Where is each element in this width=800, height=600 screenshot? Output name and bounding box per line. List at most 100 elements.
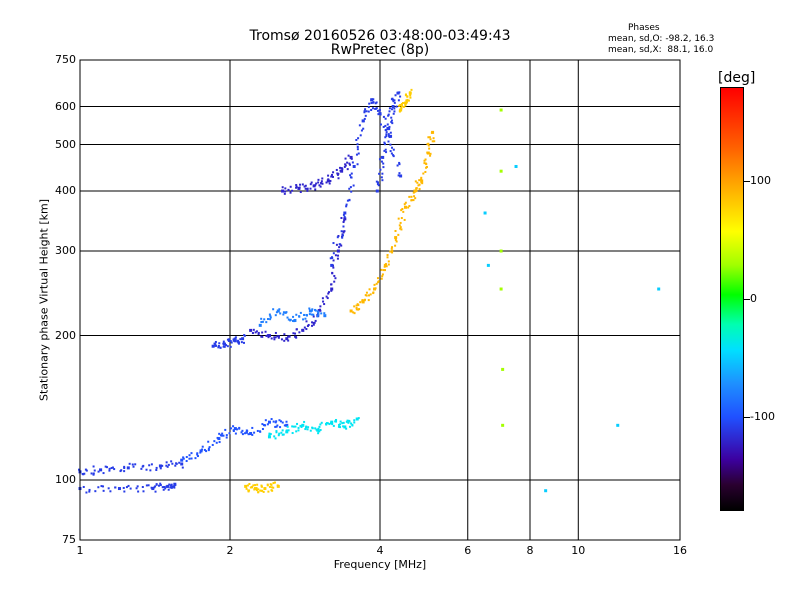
data-point [215,344,218,347]
data-point [285,420,288,423]
data-point [312,184,316,188]
data-point [398,104,401,107]
data-point [337,425,340,428]
data-point [234,336,237,339]
data-point [382,125,385,128]
data-point [394,236,398,240]
data-point [371,107,374,110]
data-point [264,419,267,422]
data-point [289,185,292,188]
data-point [337,254,340,257]
data-point [352,184,355,187]
data-point [300,425,303,428]
data-point [304,317,307,320]
data-point [384,136,387,139]
data-point [320,312,323,315]
y-tick-label: 500 [55,137,76,151]
data-point [299,191,302,194]
data-point [246,484,249,487]
data-point [407,206,410,209]
data-point [375,107,378,110]
data-point [335,168,338,171]
data-point [327,178,330,181]
data-point [242,341,245,344]
data-point [257,333,260,336]
data-point [178,461,181,464]
data-point [226,338,229,341]
data-point [175,462,178,465]
data-point [486,263,490,267]
data-point [392,155,395,158]
data-point [343,230,346,233]
data-point [420,179,424,183]
data-point [376,183,379,186]
data-point [181,466,184,469]
data-point [399,221,402,224]
data-point [314,319,317,322]
data-point [414,190,417,193]
data-point [268,432,271,435]
data-point [159,467,162,470]
colorbar-tick [744,416,750,418]
data-point [394,94,397,97]
data-point [334,254,337,257]
data-point [272,486,275,489]
data-point [398,109,401,112]
data-point [88,490,91,493]
data-point [196,455,199,458]
data-point [322,300,325,303]
data-point [317,430,320,433]
data-point [381,179,384,182]
data-point [385,133,388,136]
data-point [278,419,281,422]
data-point [222,340,225,343]
data-point [380,176,383,179]
data-point [336,172,339,175]
data-point [409,94,412,97]
data-point [400,217,403,220]
data-point [365,291,368,294]
data-point [102,485,105,488]
data-point [395,240,398,243]
data-point [280,431,283,434]
data-point [233,427,237,431]
data-point [228,338,231,341]
data-point [267,490,270,493]
data-point [348,163,351,166]
data-point [278,432,281,435]
data-point [383,143,386,146]
data-point [185,460,188,463]
data-point [110,467,113,470]
data-point [155,468,158,471]
data-point [292,320,295,323]
data-point [151,487,155,491]
data-point [389,143,392,146]
data-point [222,345,225,348]
data-point [293,320,296,323]
data-point [77,468,80,471]
data-point [159,482,162,485]
data-point [330,289,333,292]
data-point [325,295,328,298]
data-point [380,268,383,271]
data-point [377,113,380,116]
data-point [330,175,333,178]
data-point [401,207,404,210]
data-point [355,153,358,156]
data-point [340,169,344,173]
data-point [374,102,377,105]
data-point [408,205,411,208]
data-point [351,161,354,164]
data-point [368,288,371,291]
data-point [387,260,390,263]
data-point [312,313,315,316]
data-point [244,432,247,435]
data-point [207,449,210,452]
data-point [399,103,402,106]
data-point [285,311,288,314]
data-point [351,423,354,426]
data-point [398,161,401,164]
data-point [334,277,337,280]
data-point [381,275,384,278]
data-point [331,423,334,426]
